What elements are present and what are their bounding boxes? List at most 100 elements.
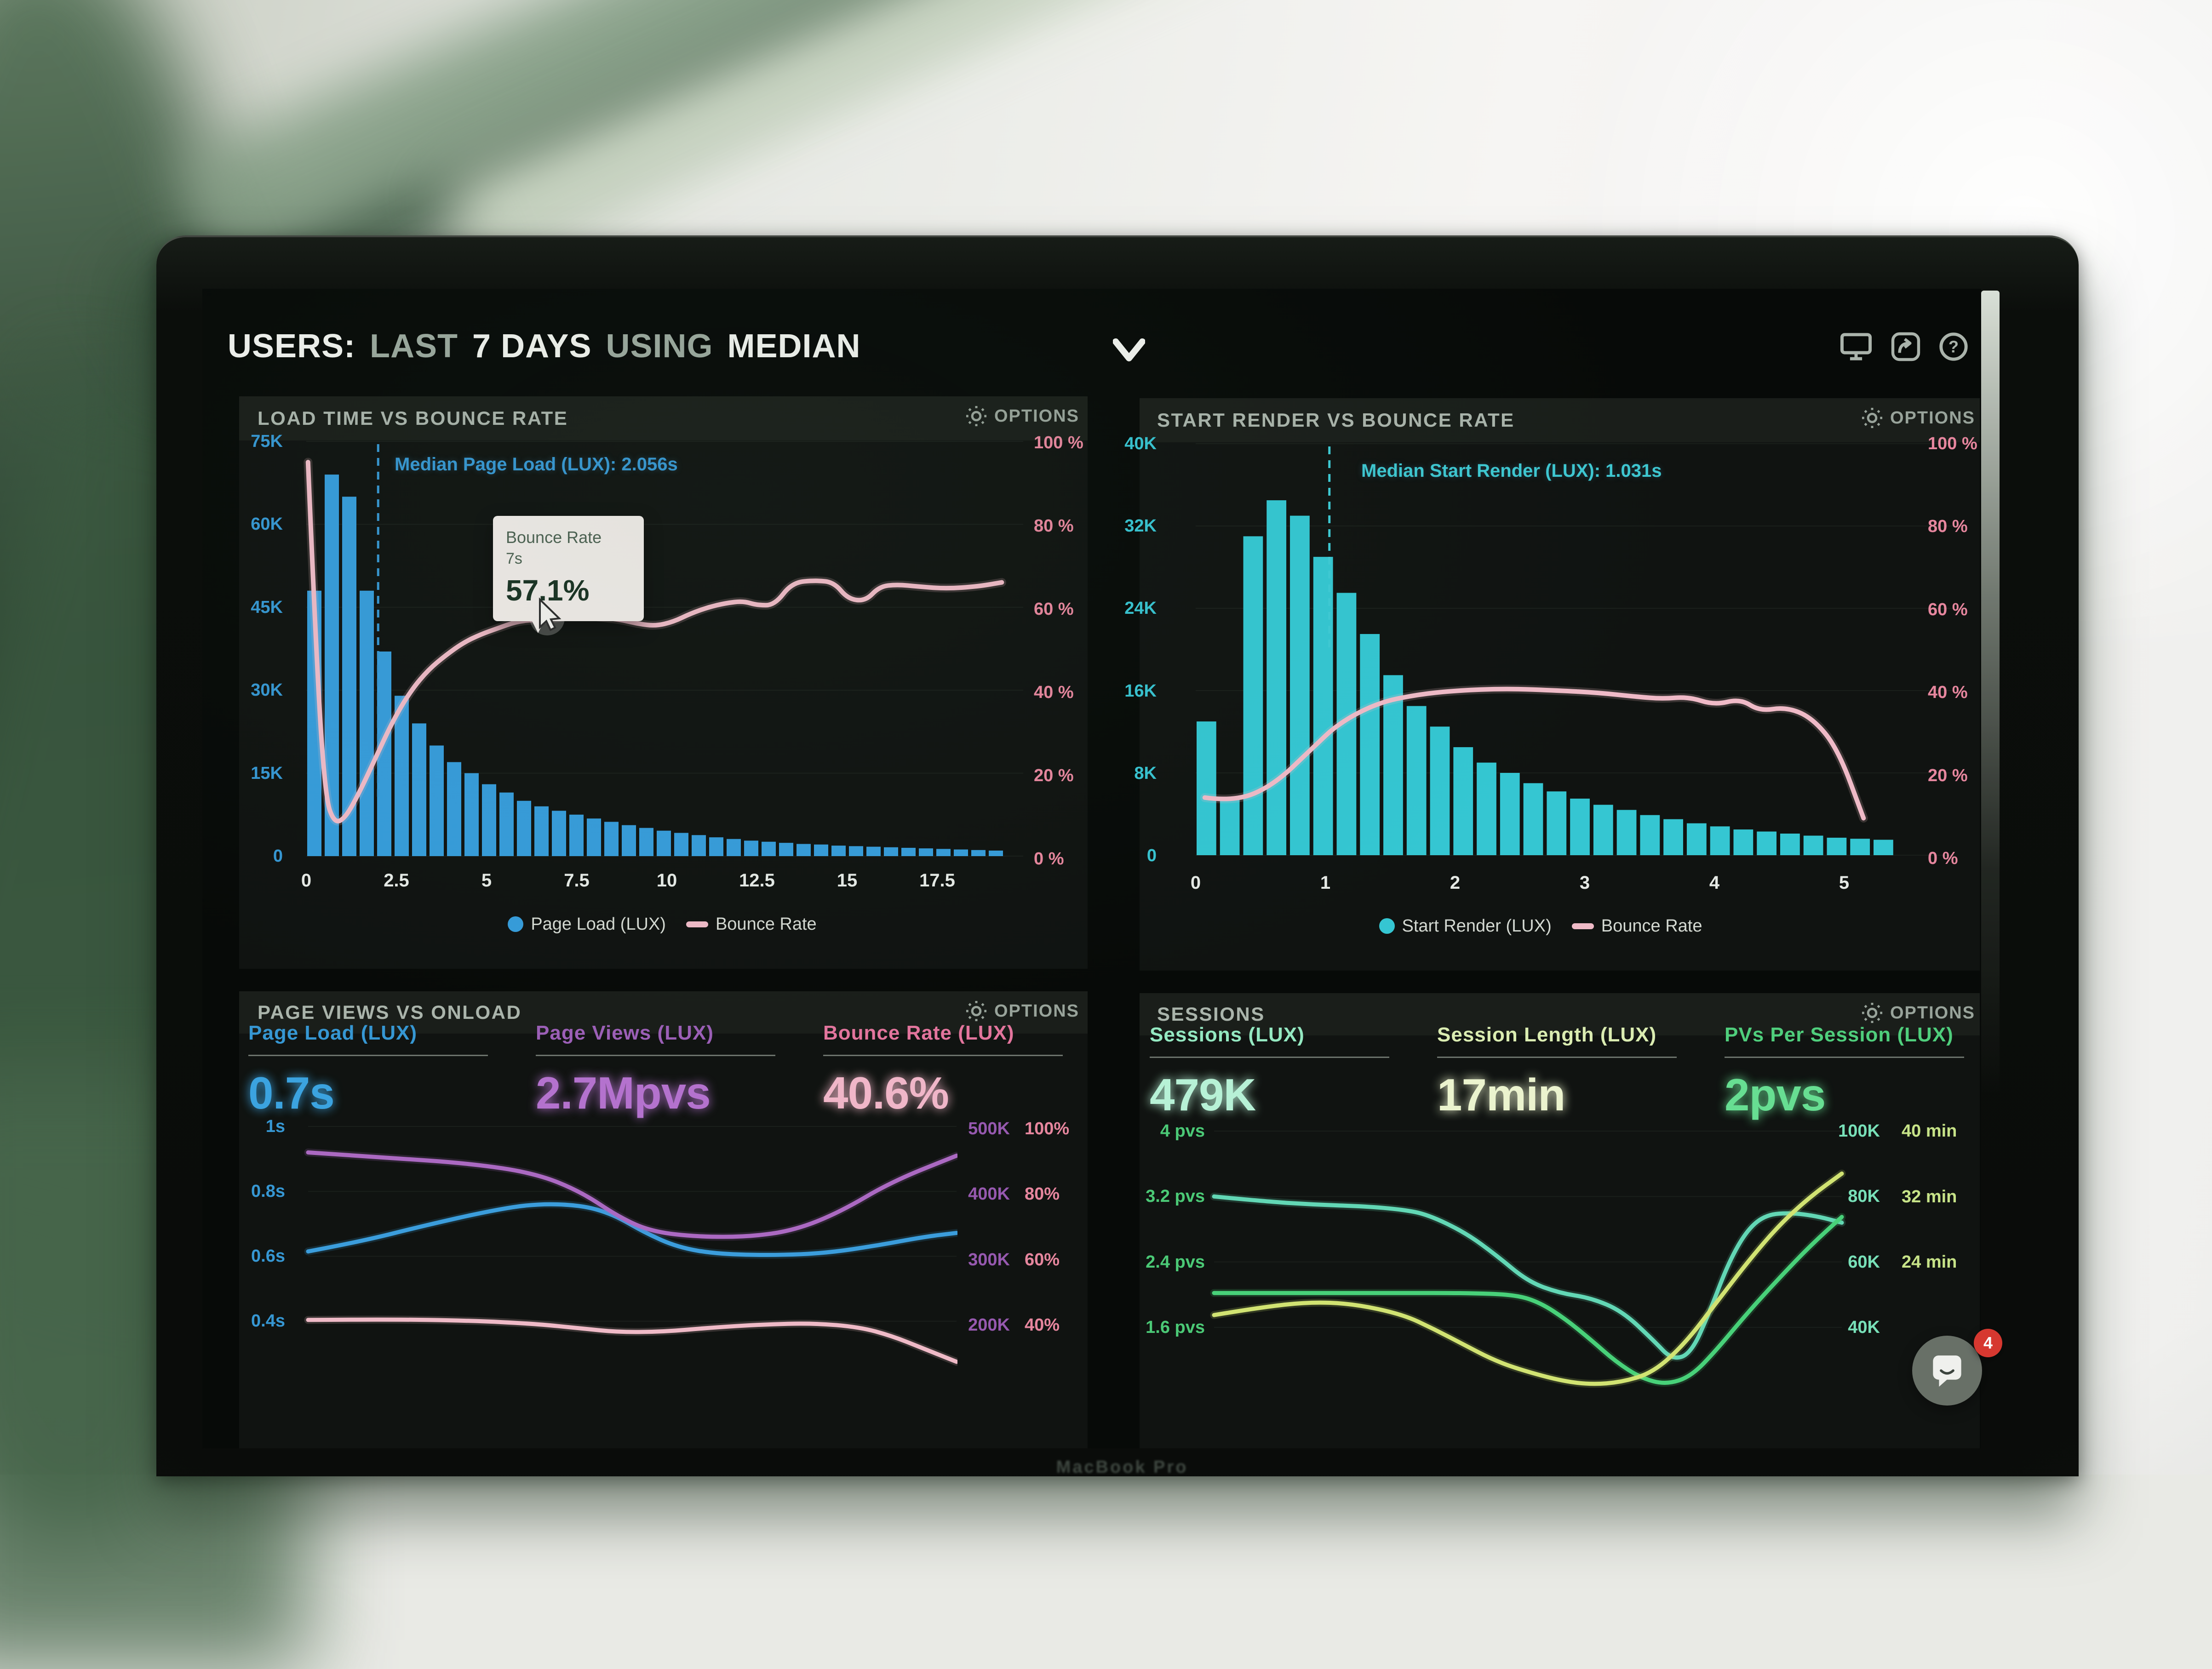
gear-icon bbox=[1862, 407, 1883, 429]
metric-divider bbox=[823, 1055, 1063, 1056]
options-button[interactable]: OPTIONS bbox=[1862, 407, 1975, 429]
options-label: OPTIONS bbox=[1890, 408, 1976, 428]
share-button[interactable] bbox=[1891, 332, 1920, 361]
axis-label: 80 % bbox=[1928, 517, 1968, 537]
axis-label: 8K bbox=[1134, 763, 1157, 783]
axis-label: 40% bbox=[1025, 1315, 1060, 1335]
y-axis-right-sessions: 100K 80K 60K 40K bbox=[1829, 1120, 1880, 1338]
tooltip-x-value: 7s bbox=[506, 550, 522, 567]
y-axis-right-pageviews: 500K 400K 300K 200K bbox=[959, 1118, 1010, 1336]
axis-label: 0.4s bbox=[251, 1311, 285, 1331]
y-axis-right: 100 % 80 % 60 % 40 % 20 % 0 % bbox=[1928, 433, 1988, 869]
help-icon: ? bbox=[1939, 332, 1968, 361]
start-render-chart[interactable] bbox=[1172, 437, 1959, 862]
tooltip-series: Bounce Rate bbox=[506, 528, 602, 547]
legend-item[interactable]: Bounce Rate bbox=[1571, 916, 1702, 936]
panel-header: LOAD TIME VS BOUNCE RATE bbox=[239, 396, 1088, 440]
metric-divider bbox=[536, 1055, 775, 1056]
chat-widget-button[interactable] bbox=[1912, 1336, 1982, 1406]
axis-label: 1.6 pvs bbox=[1146, 1317, 1205, 1337]
metric-value: 40.6% bbox=[823, 1068, 949, 1118]
load-time-chart[interactable] bbox=[294, 436, 1028, 863]
axis-label: 40 min bbox=[1902, 1121, 1957, 1141]
axis-label: 40 % bbox=[1034, 683, 1074, 702]
axis-label: 24K bbox=[1124, 599, 1157, 618]
y-axis-left: 75K 60K 45K 30K 15K 0 bbox=[232, 430, 283, 867]
metric: Bounce Rate (LUX) 40.6% bbox=[823, 1022, 1081, 1119]
notification-badge: 4 bbox=[1974, 1329, 2002, 1357]
gear-icon bbox=[966, 1000, 987, 1022]
axis-label: 2 bbox=[1450, 873, 1461, 893]
axis-label: 100K bbox=[1838, 1121, 1880, 1141]
title-text: MEDIAN bbox=[727, 328, 861, 365]
sessions-chart[interactable] bbox=[1209, 1123, 1848, 1446]
axis-label: 24 min bbox=[1902, 1252, 1957, 1272]
legend-item[interactable]: Bounce Rate bbox=[686, 915, 817, 934]
legend-swatch bbox=[1379, 918, 1395, 934]
axis-label: 60K bbox=[251, 514, 283, 534]
x-axis: 0 2.5 5 7.5 10 12.5 15 17.5 bbox=[286, 870, 958, 891]
legend-swatch bbox=[1571, 923, 1594, 929]
metric-value: 2.7Mpvs bbox=[536, 1068, 711, 1118]
metric-label: Sessions (LUX) bbox=[1150, 1023, 1305, 1046]
median-annotation: Median Page Load (LUX): 2.056s bbox=[395, 454, 678, 474]
axis-label: 60K bbox=[1848, 1252, 1880, 1272]
axis-label: 30K bbox=[251, 680, 283, 700]
legend-item[interactable]: Start Render (LUX) bbox=[1379, 916, 1552, 936]
legend-label: Bounce Rate bbox=[1601, 916, 1702, 936]
axis-label: 5 bbox=[481, 870, 492, 891]
metric-value: 479K bbox=[1150, 1069, 1256, 1120]
legend-swatch bbox=[686, 921, 708, 927]
chart-legend: Start Render (LUX) Bounce Rate bbox=[1352, 911, 1729, 941]
help-button[interactable]: ? bbox=[1939, 332, 1968, 361]
options-button[interactable]: OPTIONS bbox=[1862, 1002, 1975, 1023]
axis-label: 60 % bbox=[1928, 600, 1968, 619]
axis-label: 80% bbox=[1025, 1184, 1060, 1204]
axis-label: 32 min bbox=[1902, 1187, 1957, 1206]
median-annotation: Median Start Render (LUX): 1.031s bbox=[1361, 461, 1662, 481]
legend-label: Start Render (LUX) bbox=[1402, 916, 1552, 936]
axis-label: 45K bbox=[251, 597, 283, 617]
title-text: USERS: bbox=[228, 328, 366, 365]
options-button[interactable]: OPTIONS bbox=[966, 406, 1079, 427]
screen-edge-glare bbox=[1981, 291, 2000, 1095]
y-axis-left: 1s 0.8s 0.6s 0.4s bbox=[235, 1115, 285, 1332]
axis-label: 500K bbox=[968, 1119, 1010, 1138]
chevron-down-icon bbox=[1113, 338, 1145, 361]
options-button[interactable]: OPTIONS bbox=[966, 1000, 1079, 1022]
options-label: OPTIONS bbox=[994, 1001, 1080, 1021]
metric-label: Bounce Rate (LUX) bbox=[823, 1022, 1014, 1044]
metric-divider bbox=[1150, 1057, 1389, 1058]
axis-label: 100 % bbox=[1034, 433, 1083, 452]
display-settings-button[interactable] bbox=[1840, 332, 1873, 361]
page-views-onload-chart[interactable] bbox=[300, 1121, 957, 1446]
legend-swatch bbox=[508, 916, 524, 932]
axis-label: 100% bbox=[1025, 1119, 1070, 1138]
metric-label: Page Views (LUX) bbox=[536, 1022, 714, 1044]
legend-label: Page Load (LUX) bbox=[531, 914, 666, 934]
y-axis-right-bounce: 100% 80% 60% 40% bbox=[1025, 1118, 1087, 1336]
options-label: OPTIONS bbox=[994, 406, 1080, 426]
gear-icon bbox=[966, 406, 987, 427]
axis-label: 17.5 bbox=[919, 870, 955, 891]
chart-legend: Page Load (LUX) Bounce Rate bbox=[497, 909, 828, 939]
chat-bubble-icon bbox=[1933, 1355, 1961, 1387]
title-text: USING bbox=[606, 328, 723, 365]
axis-label: 16K bbox=[1124, 681, 1157, 701]
axis-label: 40K bbox=[1124, 434, 1157, 453]
axis-label: 0.8s bbox=[251, 1182, 285, 1201]
y-axis-left: 40K 32K 24K 16K 8K 0 bbox=[1097, 433, 1157, 867]
laptop-brand-text: MacBook Pro bbox=[1056, 1458, 1188, 1477]
monitor-icon bbox=[1840, 333, 1872, 360]
legend-label: Bounce Rate bbox=[715, 914, 817, 934]
title-text: LAST bbox=[370, 328, 468, 365]
metric-divider bbox=[248, 1055, 488, 1056]
dashboard-title-dropdown[interactable]: USERS: LAST 7 DAYS USING MEDIAN bbox=[228, 323, 861, 369]
legend-item[interactable]: Page Load (LUX) bbox=[508, 915, 666, 934]
x-axis: 0 1 2 3 4 5 bbox=[1175, 873, 1865, 893]
gear-icon bbox=[1862, 1002, 1883, 1023]
axis-label: 0 bbox=[301, 870, 312, 891]
metric-value: 17min bbox=[1437, 1069, 1565, 1120]
title-text: 7 DAYS bbox=[472, 328, 602, 365]
axis-label: 0 bbox=[1190, 873, 1201, 893]
